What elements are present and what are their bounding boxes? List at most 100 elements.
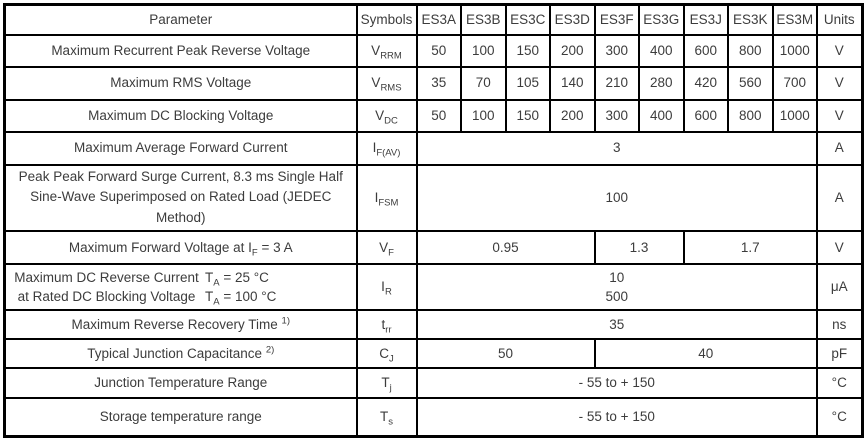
symbol-ir: IR: [355, 263, 418, 312]
header-symbols: Symbols: [355, 3, 418, 36]
header-row: Parameter Symbols ES3A ES3B ES3C ES3D ES…: [3, 3, 863, 36]
value-vdc-es3g: 400: [638, 98, 685, 133]
symbol-base: T: [381, 375, 390, 391]
value-vrrm-es3b: 100: [460, 33, 507, 68]
symbol-vdc: VDC: [355, 98, 418, 133]
param-vrrm: Maximum Recurrent Peak Reverse Voltage: [3, 33, 358, 68]
value-vrrm-es3c: 150: [504, 33, 551, 68]
value-ifsm: 100: [415, 163, 818, 233]
param-vrms: Maximum RMS Voltage: [3, 65, 358, 101]
header-device-es3j: ES3J: [682, 3, 729, 36]
value-vrms-es3m: 700: [771, 65, 818, 101]
value-vrrm-es3k: 800: [727, 33, 774, 68]
symbol-vf: VF: [355, 230, 418, 266]
unit-ifsm: A: [816, 163, 863, 233]
param-ifav: Maximum Average Forward Current: [3, 130, 358, 166]
unit-trr: ns: [816, 309, 863, 341]
value-cj-high: 40: [593, 338, 818, 370]
condition-25c: TA = 25 °C: [205, 268, 269, 288]
value-vrms-es3g: 280: [638, 65, 685, 101]
param-trr: Maximum Reverse Recovery Time 1): [3, 309, 358, 341]
header-parameter: Parameter: [3, 3, 358, 36]
header-units: Units: [816, 3, 863, 36]
symbol-sub: R: [384, 287, 392, 299]
value-vrrm-es3d: 200: [549, 33, 596, 68]
symbol-base: I: [381, 279, 385, 295]
value-ir: 10 500: [415, 263, 818, 312]
ratings-table: Parameter Symbols ES3A ES3B ES3C ES3D ES…: [3, 3, 864, 438]
value-ts: - 55 to + 150: [415, 397, 818, 438]
header-device-es3a: ES3A: [415, 3, 462, 36]
value-vf-high: 1.7: [682, 230, 818, 266]
value-vrrm-es3a: 50: [415, 33, 462, 68]
symbol-sub: rr: [385, 324, 392, 336]
header-device-es3m: ES3M: [771, 3, 818, 36]
value-vrrm-es3g: 400: [638, 33, 685, 68]
row-ifav: Maximum Average Forward Current IF(AV) 3…: [3, 130, 863, 166]
value-vdc-es3d: 200: [549, 98, 596, 133]
value-vdc-es3m: 1000: [771, 98, 818, 133]
symbol-base: V: [375, 107, 385, 123]
row-vrrm: Maximum Recurrent Peak Reverse Voltage V…: [3, 33, 863, 68]
footnote-ref-1: 1): [281, 315, 290, 327]
header-device-es3b: ES3B: [460, 3, 507, 36]
unit-vrms: V: [816, 65, 863, 101]
header-device-es3k: ES3K: [727, 3, 774, 36]
unit-ir: μA: [816, 263, 863, 312]
value-vrms-es3c: 105: [504, 65, 551, 101]
symbol-sub: J: [389, 353, 394, 365]
param-text: at Rated DC Blocking Voltage: [17, 289, 196, 305]
symbol-sub: RMS: [380, 82, 402, 94]
value-vdc-es3j: 600: [682, 98, 729, 133]
param-text: Maximum Forward Voltage at I: [68, 239, 252, 255]
value-vrms-es3f: 210: [593, 65, 640, 101]
row-tj: Junction Temperature Range Tj - 55 to + …: [3, 367, 863, 400]
symbol-ts: Ts: [355, 397, 418, 438]
param-ts: Storage temperature range: [3, 397, 358, 438]
unit-cj: pF: [816, 338, 863, 370]
param-text: Typical Junction Capacitance: [87, 345, 263, 361]
symbol-sub: F: [388, 247, 394, 259]
row-vf: Maximum Forward Voltage at IF = 3 A VF 0…: [3, 230, 863, 266]
value-cj-low: 50: [415, 338, 596, 370]
value-vdc-es3b: 100: [460, 98, 507, 133]
row-ts: Storage temperature range Ts - 55 to + 1…: [3, 397, 863, 438]
value-vf-mid: 1.3: [593, 230, 685, 266]
value-vrms-es3j: 420: [682, 65, 729, 101]
param-ifsm: Peak Peak Forward Surge Current, 8.3 ms …: [3, 163, 358, 233]
value-vdc-es3f: 300: [593, 98, 640, 133]
ir-condition-line-2: at Rated DC Blocking Voltage TA = 100 °C: [8, 287, 354, 307]
condition-base: T: [205, 269, 214, 285]
unit-vdc: V: [816, 98, 863, 133]
symbol-tj: Tj: [355, 367, 418, 400]
param-vf: Maximum Forward Voltage at IF = 3 A: [3, 230, 358, 266]
param-text: Maximum Reverse Recovery Time: [71, 316, 278, 332]
param-tj: Junction Temperature Range: [3, 367, 358, 400]
symbol-sub: F(AV): [376, 147, 401, 159]
row-trr: Maximum Reverse Recovery Time 1) trr 35 …: [3, 309, 863, 341]
symbol-sub: FSM: [378, 197, 399, 209]
param-text: Maximum DC Reverse Current: [14, 269, 199, 285]
value-vrrm-es3m: 1000: [771, 33, 818, 68]
symbol-vrms: VRMS: [355, 65, 418, 101]
value-vdc-es3c: 150: [504, 98, 551, 133]
unit-tj: °C: [816, 367, 863, 400]
symbol-vrrm: VRRM: [355, 33, 418, 68]
condition-rest: = 25 °C: [219, 269, 269, 285]
value-ifav: 3: [415, 130, 818, 166]
unit-ts: °C: [816, 397, 863, 438]
symbol-sub: RRM: [380, 50, 402, 62]
value-tj: - 55 to + 150: [415, 367, 818, 400]
header-device-es3g: ES3G: [638, 3, 685, 36]
symbol-base: V: [379, 239, 389, 255]
symbol-base: t: [381, 316, 386, 332]
header-device-es3c: ES3C: [504, 3, 551, 36]
symbol-base: V: [371, 42, 381, 58]
value-trr: 35: [415, 309, 818, 341]
condition-sub: A: [213, 296, 220, 308]
symbol-base: T: [380, 409, 389, 425]
symbol-trr: trr: [355, 309, 418, 341]
value-vrms-es3d: 140: [549, 65, 596, 101]
ir-condition-line-1: Maximum DC Reverse Current TA = 25 °C: [8, 268, 354, 288]
value-ir-25c: 10: [609, 269, 625, 285]
